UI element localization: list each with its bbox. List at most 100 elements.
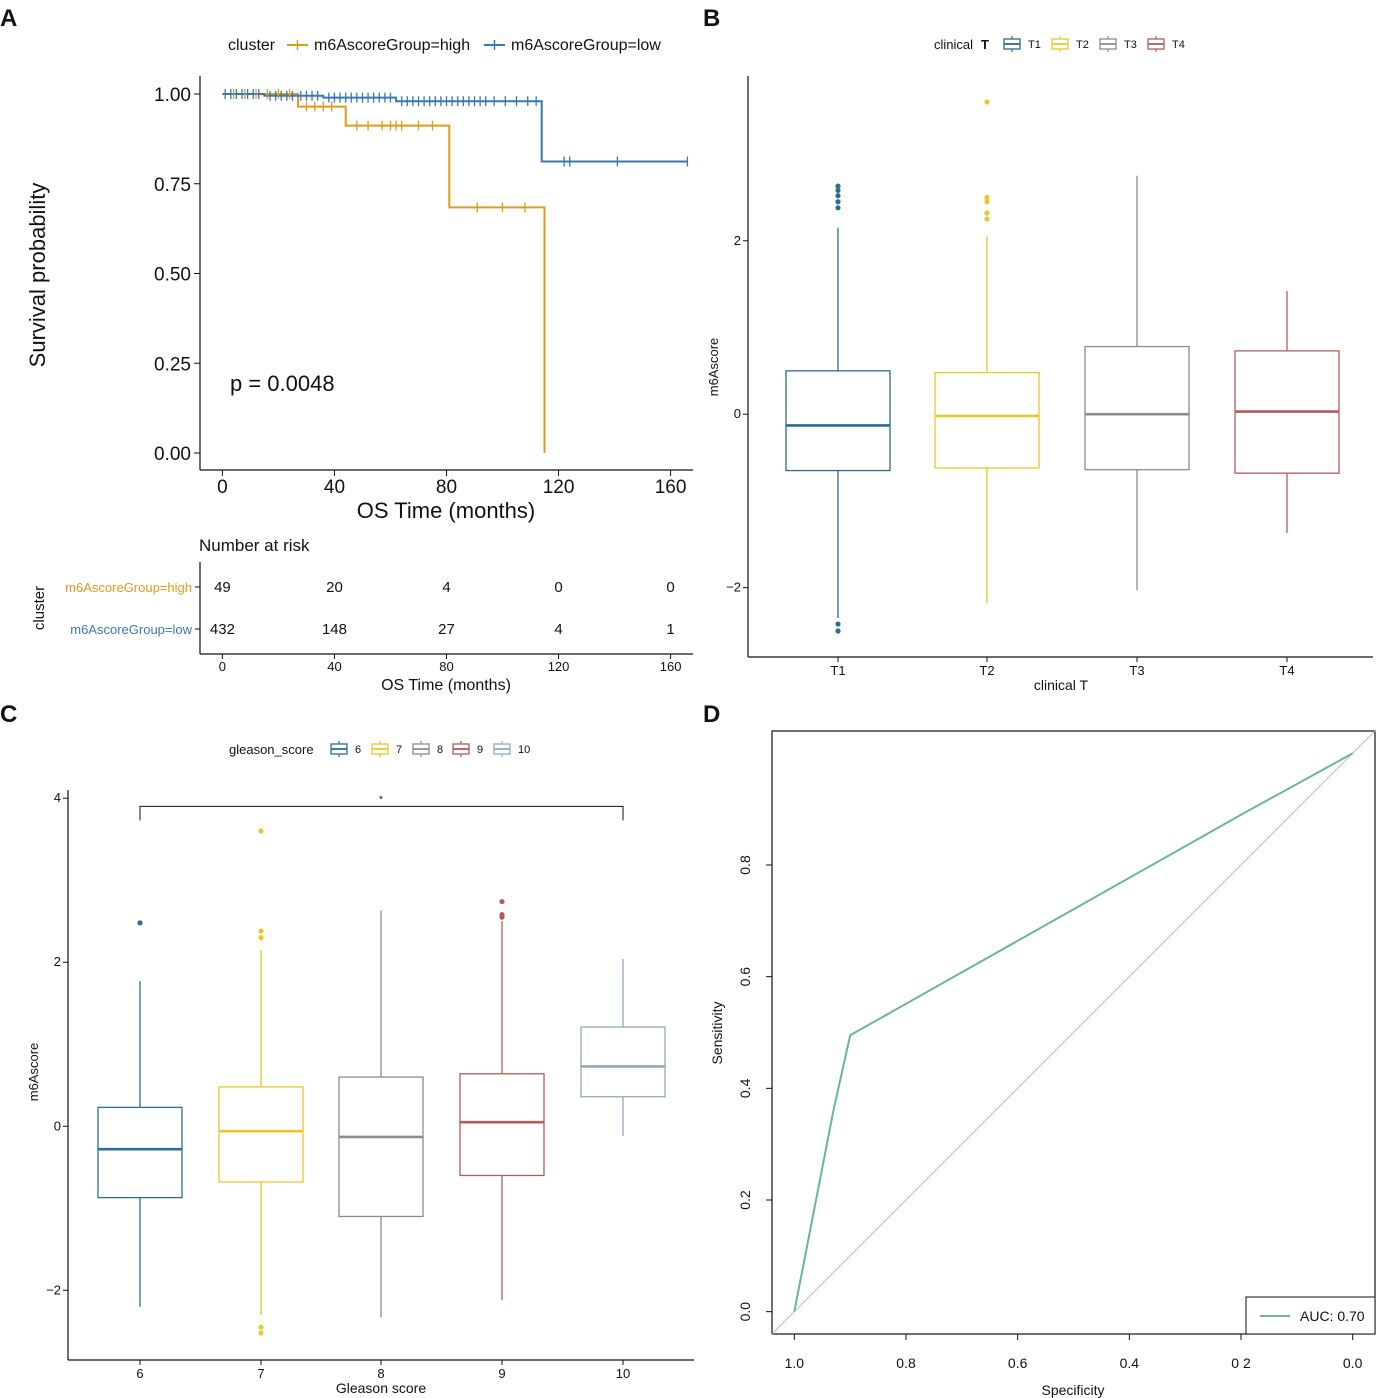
- boxplot-b-x-tick-label: T4: [1279, 663, 1294, 678]
- boxplot-c-outlier: [499, 912, 505, 918]
- boxplot-b-outlier: [835, 193, 841, 199]
- risk-cell: 148: [322, 621, 347, 638]
- roc-y-tick-label: 0.6: [737, 967, 753, 987]
- km-legend-low-label: m6AscoreGroup=low: [511, 37, 661, 54]
- roc-y-tick-label: 0.4: [737, 1078, 753, 1098]
- boxplot-c-legend-label: 9: [477, 744, 483, 756]
- boxplot-c-group: 8: [338, 910, 424, 1381]
- boxplot-c-boxes: 6 7 8 9 10: [97, 828, 666, 1381]
- boxplot-c: 4 2 0 −2 * 6 7 8 9 10 m6Ascore Gleason score: [26, 790, 694, 1396]
- risk-cell: 4: [554, 621, 562, 638]
- km-x-tick-label: 40: [324, 477, 345, 498]
- risk-x-tick-label: 120: [548, 659, 570, 674]
- boxplot-c-box: [338, 1076, 424, 1218]
- boxplot-c-y-tick-label: 2: [54, 954, 61, 969]
- boxplot-b-legend-label: T4: [1172, 39, 1185, 51]
- boxplot-b-y-tick-label: 2: [734, 233, 741, 248]
- panel-c-letter: C: [0, 701, 17, 728]
- roc-y-tick-label: 0.2: [737, 1190, 753, 1210]
- roc-y-tick-label: 0.0: [737, 1302, 753, 1322]
- roc-x-tick-label: 1.0: [785, 1355, 805, 1371]
- km-curve-high: [222, 93, 546, 453]
- boxplot-c-legend-key: [452, 741, 470, 757]
- boxplot-c-box: [218, 1086, 304, 1183]
- boxplot-b-outlier: [835, 183, 841, 189]
- risk-table: Number at risk m6AscoreGroup=high m6Asco…: [31, 536, 693, 694]
- boxplot-c-legend-title: gleason_score: [229, 742, 314, 757]
- km-x-tick-label: 80: [436, 477, 457, 498]
- risk-cell: 0: [554, 579, 562, 596]
- boxplot-b-outlier: [984, 99, 990, 105]
- roc-legend-label: AUC: 0.70: [1300, 1308, 1365, 1324]
- boxplot-b-y-ticks: 2 0 −2: [726, 233, 748, 595]
- boxplot-c-outlier: [258, 928, 264, 934]
- boxplot-c-significance: *: [139, 794, 624, 821]
- risk-x-tick-label: 40: [327, 659, 341, 674]
- boxplot-c-x-tick-label: 8: [377, 1366, 384, 1381]
- boxplot-c-group: 10: [580, 958, 666, 1381]
- risk-cell: 1: [666, 621, 674, 638]
- panel-b-letter: B: [703, 5, 720, 32]
- km-x-label: OS Time (months): [357, 498, 535, 523]
- boxplot-b-legend-key: [1099, 36, 1117, 52]
- boxplot-c-outlier: [258, 1330, 264, 1336]
- roc-plot: 1.0 0.8 0.6 0.4 0 2 0.0 0.0 0.2 0.4 0.6 0.8 AUC: …: [709, 730, 1376, 1398]
- risk-cell: 4: [442, 579, 450, 596]
- boxplot-b-x-tick-label: T3: [1129, 663, 1144, 678]
- risk-y-label: cluster: [31, 586, 48, 630]
- boxplot-c-outlier: [258, 828, 264, 834]
- km-x-tick-label: 120: [543, 477, 575, 498]
- boxplot-c-outlier: [258, 935, 264, 941]
- boxplot-c-legend-key: [330, 741, 348, 757]
- boxplot-b-outlier: [835, 205, 841, 211]
- km-y-tick-label: 0.00: [154, 444, 191, 465]
- boxplot-c-x-tick-label: 10: [616, 1366, 630, 1381]
- risk-x-tick-label: 80: [439, 659, 453, 674]
- boxplot-b-x-tick-label: T1: [830, 663, 845, 678]
- km-legend: cluster m6AscoreGroup=high m6AscoreGroup…: [228, 37, 661, 54]
- boxplot-b-outlier: [984, 194, 990, 201]
- boxplot-b-outlier: [835, 621, 841, 627]
- boxplot-b-y-label: m6Ascore: [706, 338, 721, 397]
- risk-x-tick-label: 160: [660, 659, 682, 674]
- panel-d-letter: D: [703, 701, 720, 728]
- boxplot-b-x-label: clinical T: [1034, 677, 1089, 693]
- boxplot-b-legend-title: clinical T: [934, 37, 989, 52]
- boxplot-c-legend-label: 8: [437, 744, 443, 756]
- risk-cell: 432: [210, 621, 235, 638]
- risk-x-label: OS Time (months): [381, 677, 511, 694]
- boxplot-b-legend-items: T1 T2 T3 T4: [1003, 36, 1185, 52]
- boxplot-b-x-tick-label: T2: [979, 663, 994, 678]
- risk-cell: 20: [326, 579, 343, 596]
- roc-x-tick-label: 0.0: [1343, 1355, 1363, 1371]
- boxplot-c-y-tick-label: −2: [46, 1282, 61, 1297]
- significance-bracket: [139, 805, 624, 821]
- boxplot-c-box: [459, 1073, 545, 1177]
- boxplot-b-y-tick-label: 0: [734, 406, 741, 421]
- km-y-tick-label: 0.25: [154, 354, 191, 375]
- km-p-value: p = 0.0048: [230, 371, 335, 396]
- boxplot-c-legend-label: 7: [396, 744, 402, 756]
- boxplot-c-outlier: [258, 1324, 264, 1330]
- km-plot: 1.00 0.75 0.50 0.25 0.00 0 40 80 120 160 p = 0.0…: [25, 76, 693, 523]
- boxplot-b-group: T1: [785, 183, 891, 678]
- roc-curve: [793, 752, 1354, 1312]
- km-lines: [222, 89, 689, 453]
- boxplot-c-legend-items: 6 7 8 9 10: [330, 741, 530, 757]
- boxplot-c-y-ticks: 4 2 0 −2: [46, 790, 68, 1297]
- boxplot-b-legend-key: [1051, 36, 1069, 52]
- boxplot-c-y-tick-label: 0: [54, 1118, 61, 1133]
- roc-x-label: Specificity: [1041, 1382, 1104, 1398]
- roc-x-tick-label: 0.8: [896, 1355, 916, 1371]
- roc-y-tick-label: 0.8: [737, 855, 753, 875]
- roc-x-ticks: 1.0 0.8 0.6 0.4 0 2 0.0: [785, 1334, 1363, 1371]
- boxplot-c-legend-key: [493, 741, 511, 757]
- boxplot-b-legend-key: [1003, 36, 1021, 52]
- km-x-tick-label: 0: [217, 477, 228, 498]
- km-y-tick-label: 0.75: [154, 175, 191, 196]
- boxplot-b: 2 0 −2 T1 T2 T3 T4 m6Ascore clinical T: [706, 76, 1373, 693]
- km-x-ticks: 0 40 80 120 160: [217, 470, 686, 498]
- risk-x-tick-label: 0: [219, 659, 226, 674]
- roc-x-tick-label: 0 2: [1231, 1355, 1251, 1371]
- km-y-ticks: 1.00 0.75 0.50 0.25 0.00: [154, 85, 200, 465]
